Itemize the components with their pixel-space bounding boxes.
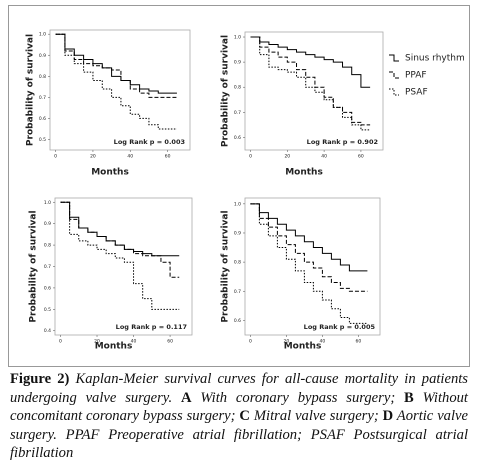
survival-curve bbox=[60, 201, 180, 257]
x-tick-label: 0 bbox=[249, 154, 252, 160]
x-tick-label: 20 bbox=[284, 154, 290, 160]
survival-curve bbox=[250, 203, 368, 324]
y-tick-label: 0.8 bbox=[234, 85, 241, 91]
x-tick-label: 40 bbox=[321, 154, 327, 160]
caption-text: A bbox=[180, 389, 192, 406]
x-tick-label: 60 bbox=[356, 339, 362, 345]
caption-text: C bbox=[239, 408, 250, 425]
caption-text: With coronary bypass surgery; bbox=[191, 389, 405, 406]
legend-label: Sinus rhythm bbox=[405, 54, 465, 64]
x-tick-label: 60 bbox=[165, 154, 171, 160]
x-tick-label: 20 bbox=[284, 339, 290, 345]
caption-text: Kaplan-Meier survival curves for all-cau… bbox=[10, 371, 468, 406]
x-tick-label: 0 bbox=[54, 154, 57, 160]
y-tick-label: 1.0 bbox=[44, 200, 51, 206]
y-axis-label: Probability of survival bbox=[26, 34, 36, 146]
x-tick-label: 60 bbox=[167, 339, 173, 345]
legend-symbol bbox=[389, 88, 399, 96]
caption-text: B bbox=[404, 389, 414, 406]
x-tick-label: 0 bbox=[59, 339, 62, 345]
y-tick-label: 0.9 bbox=[234, 60, 241, 66]
survival-curve bbox=[55, 33, 177, 130]
legend-label: PSAF bbox=[405, 88, 428, 98]
survival-curve bbox=[60, 201, 180, 310]
x-axis-label: Months bbox=[285, 168, 323, 178]
y-axis-label: Probability of survival bbox=[29, 210, 39, 322]
y-tick-label: 0.8 bbox=[39, 74, 46, 80]
x-tick-label: 40 bbox=[127, 154, 133, 160]
survival-curve bbox=[60, 201, 180, 278]
y-tick-label: 0.8 bbox=[44, 243, 51, 249]
survival-curve bbox=[250, 36, 371, 126]
y-tick-label: 0.5 bbox=[39, 137, 46, 143]
annotation: Log Rank p = 0.117 bbox=[116, 323, 187, 331]
x-tick-label: 60 bbox=[358, 154, 364, 160]
x-tick-label: 40 bbox=[320, 339, 326, 345]
y-tick-label: 1.0 bbox=[234, 35, 241, 41]
y-tick-label: 0.4 bbox=[44, 328, 51, 334]
y-tick-label: 0.5 bbox=[44, 307, 51, 313]
annotation: Log Rank p = 0.005 bbox=[304, 323, 376, 331]
legend-label: PPAF bbox=[405, 71, 427, 81]
annotation: Log Rank p = 0.003 bbox=[114, 138, 185, 146]
figure: 1.0 0.9 0.8 0.7 0.6 0.5 0 20 40 60 Probability of … bbox=[8, 5, 470, 367]
y-tick-label: 0.9 bbox=[44, 221, 51, 227]
survival-curve bbox=[250, 203, 368, 292]
x-tick-label: 40 bbox=[131, 339, 137, 345]
survival-curve bbox=[250, 36, 371, 131]
survival-curve bbox=[250, 36, 371, 88]
y-tick-label: 0.7 bbox=[39, 95, 46, 101]
x-axis-label: Months bbox=[284, 342, 322, 352]
legend-symbol bbox=[389, 71, 399, 79]
x-tick-label: 0 bbox=[249, 339, 252, 345]
y-tick-label: 1.0 bbox=[39, 32, 46, 38]
x-tick-label: 20 bbox=[90, 154, 96, 160]
annotation: Log Rank p = 0.902 bbox=[307, 138, 378, 146]
x-tick-label: 20 bbox=[94, 339, 100, 345]
caption: Figure 2) Kaplan-Meier survival curves f… bbox=[10, 370, 468, 463]
y-tick-label: 0.9 bbox=[39, 53, 46, 59]
y-tick-label: 0.7 bbox=[234, 110, 241, 116]
caption-text: Mitral valve surgery; bbox=[249, 408, 383, 425]
plot-area bbox=[54, 197, 193, 336]
x-axis-label: Months bbox=[91, 168, 129, 178]
y-tick-label: 0.9 bbox=[234, 230, 241, 236]
y-tick-label: 0.8 bbox=[234, 260, 241, 266]
survival-curve bbox=[250, 203, 368, 272]
y-axis-label: Probability of survival bbox=[221, 35, 231, 147]
y-tick-label: 0.6 bbox=[234, 318, 241, 324]
plot-area bbox=[244, 197, 381, 336]
legend-symbol bbox=[389, 54, 399, 62]
plot-area bbox=[49, 29, 191, 151]
caption-text: D bbox=[382, 408, 394, 425]
y-tick-label: 1.0 bbox=[234, 201, 241, 207]
figure-border bbox=[8, 5, 470, 367]
survival-curve bbox=[55, 33, 177, 98]
y-tick-label: 0.6 bbox=[234, 135, 241, 141]
caption-text: Without concomitant coronary bypass surg… bbox=[10, 389, 468, 425]
caption-text: Aortic valve surgery. PPAF Preoperative … bbox=[10, 408, 468, 462]
y-tick-label: 0.6 bbox=[44, 285, 51, 291]
y-tick-label: 0.7 bbox=[234, 289, 241, 295]
caption-label: Figure 2) bbox=[10, 371, 70, 387]
y-tick-label: 0.7 bbox=[44, 264, 51, 270]
plot-area bbox=[244, 31, 384, 151]
y-tick-label: 0.6 bbox=[39, 116, 46, 122]
x-axis-label: Months bbox=[95, 342, 133, 352]
y-axis-label: Probability of survival bbox=[221, 210, 231, 322]
